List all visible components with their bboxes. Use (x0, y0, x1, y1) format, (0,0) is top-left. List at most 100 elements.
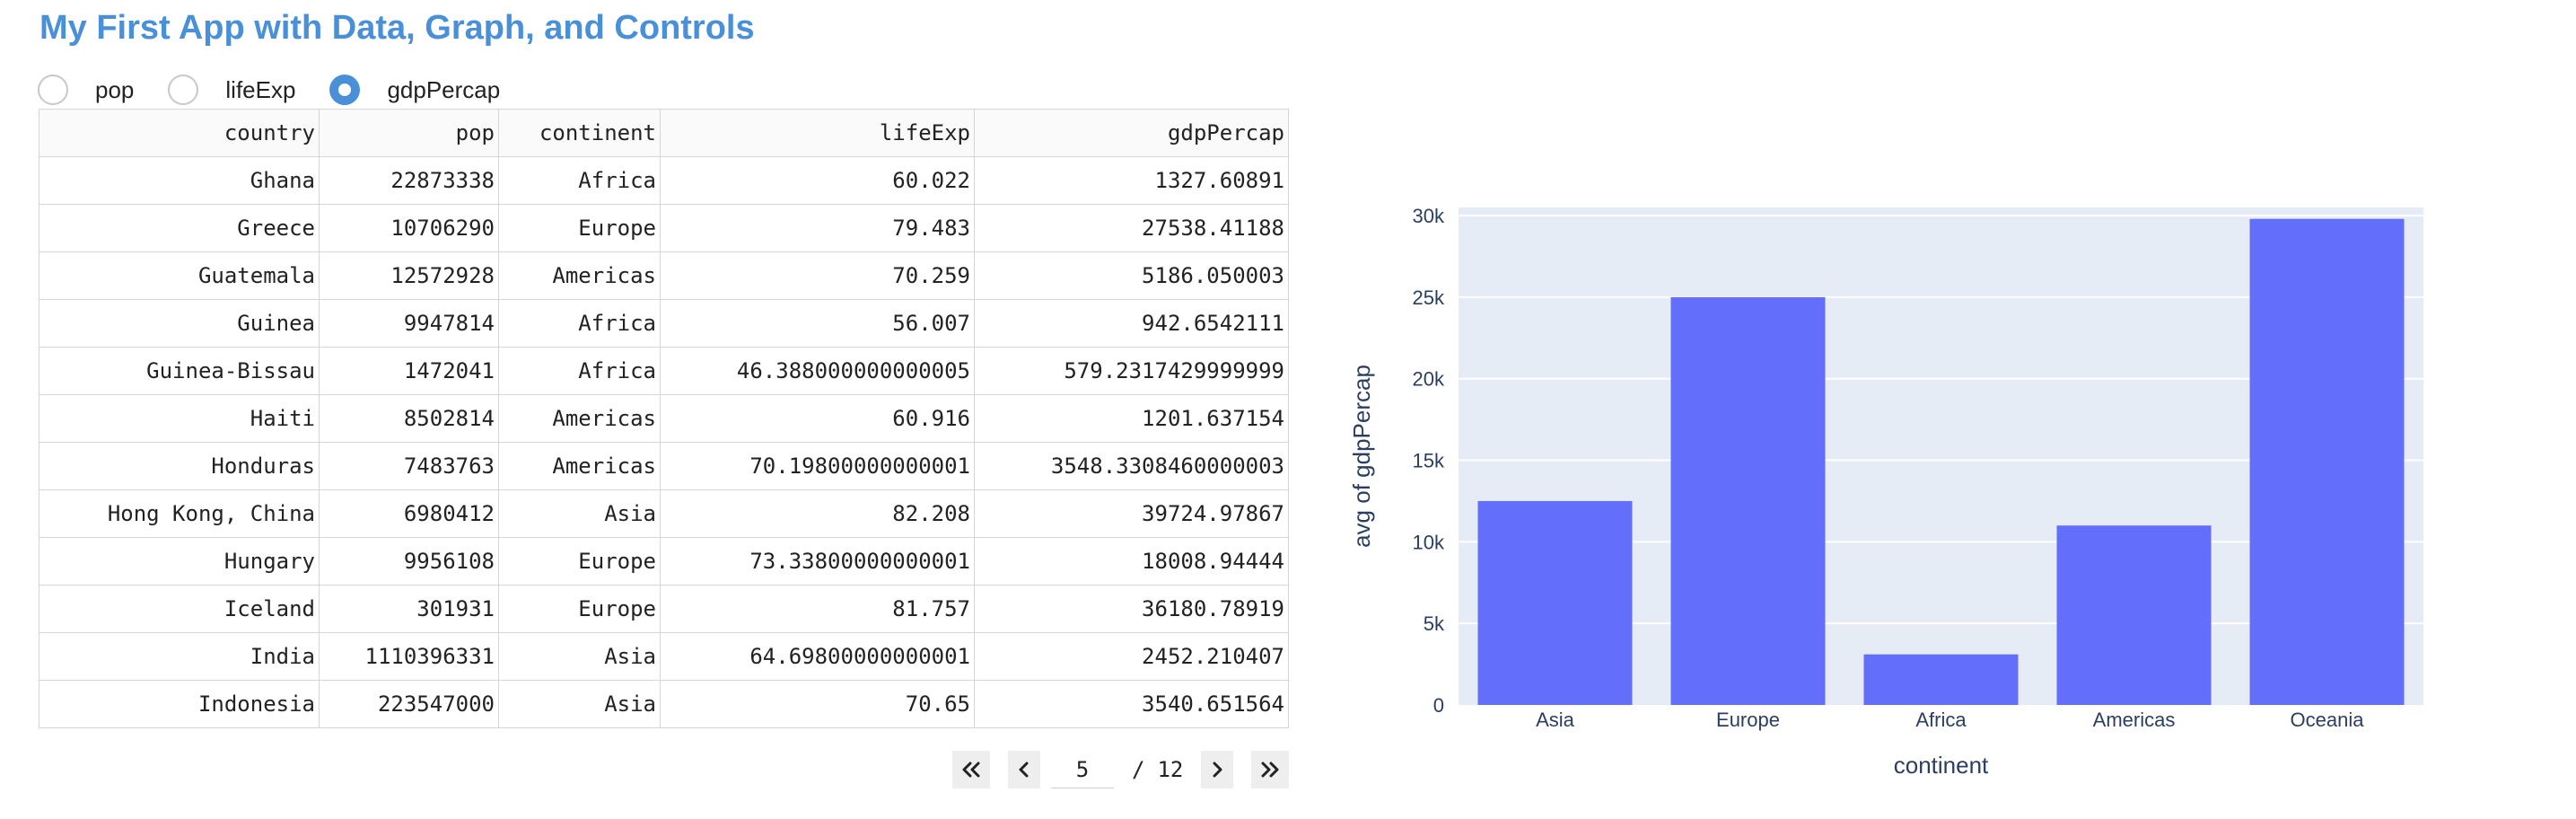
table-cell-pop[interactable]: 223547000 (319, 680, 499, 728)
table-cell-pop[interactable]: 9956108 (319, 537, 499, 586)
table-cell-pop[interactable]: 8502814 (319, 394, 499, 443)
y-tick-label: 5k (1424, 612, 1445, 635)
table-cell-continent[interactable]: Asia (498, 680, 661, 728)
column-header-country[interactable]: country (39, 109, 320, 157)
radio-option-gdppercap[interactable]: gdpPercap (329, 75, 500, 105)
table-cell-pop[interactable]: 12572928 (319, 251, 499, 300)
table-row[interactable]: Guatemala 12572928 Americas 70.259 5186.0500… (39, 251, 1289, 300)
table-cell-gdppercap[interactable]: 18008.94444 (974, 537, 1289, 586)
table-cell-pop[interactable]: 301931 (319, 585, 499, 633)
table-cell-continent[interactable]: Europe (498, 537, 661, 586)
x-tick-label: Asia (1536, 709, 1575, 731)
table-cell-lifeexp[interactable]: 79.483 (660, 204, 975, 252)
table-row[interactable]: India 1110396331 Asia 64.69800000000001 2452… (39, 632, 1289, 681)
table-cell-lifeexp[interactable]: 70.19800000000001 (660, 442, 975, 490)
table-cell-gdppercap[interactable]: 3548.3308460000003 (974, 442, 1289, 490)
table-row[interactable]: Greece 10706290 Europe 79.483 27538.41188 (39, 204, 1289, 252)
y-tick-label: 25k (1413, 286, 1445, 309)
table-cell-pop[interactable]: 22873338 (319, 156, 499, 205)
table-row[interactable]: Guinea 9947814 Africa 56.007 942.6542111 (39, 299, 1289, 348)
table-cell-gdppercap[interactable]: 579.2317429999999 (974, 347, 1289, 395)
table-cell-pop[interactable]: 1110396331 (319, 632, 499, 681)
first-page-button[interactable] (952, 751, 990, 788)
radio-option-pop[interactable]: pop (38, 75, 134, 105)
table-cell-lifeexp[interactable]: 82.208 (660, 489, 975, 538)
table-cell-lifeexp[interactable]: 60.022 (660, 156, 975, 205)
table-cell-pop[interactable]: 9947814 (319, 299, 499, 348)
bar-africa[interactable] (1863, 654, 2019, 705)
table-cell-lifeexp[interactable]: 81.757 (660, 585, 975, 633)
table-row[interactable]: Hong Kong, China 6980412 Asia 82.208 39724.9… (39, 489, 1289, 538)
next-page-button[interactable] (1201, 751, 1234, 788)
table-cell-lifeexp[interactable]: 70.259 (660, 251, 975, 300)
table-cell-gdppercap[interactable]: 1327.60891 (974, 156, 1289, 205)
column-header-continent[interactable]: continent (498, 109, 661, 157)
table-cell-country[interactable]: Hong Kong, China (39, 489, 320, 538)
table-cell-lifeexp[interactable]: 73.33800000000001 (660, 537, 975, 586)
table-cell-continent[interactable]: Americas (498, 251, 661, 300)
column-header-gdppercap[interactable]: gdpPercap (974, 109, 1289, 157)
column-header-lifeexp[interactable]: lifeExp (660, 109, 975, 157)
table-cell-continent[interactable]: Africa (498, 299, 661, 348)
chevron-left-icon (1019, 762, 1029, 778)
table-cell-country[interactable]: Haiti (39, 394, 320, 443)
table-cell-country[interactable]: Ghana (39, 156, 320, 205)
table-cell-continent[interactable]: Africa (498, 156, 661, 205)
table-cell-country[interactable]: Indonesia (39, 680, 320, 728)
table-cell-country[interactable]: Iceland (39, 585, 320, 633)
bar-americas[interactable] (2056, 525, 2212, 705)
bar-europe[interactable] (1670, 296, 1826, 705)
radio-button[interactable] (38, 75, 68, 105)
table-cell-gdppercap[interactable]: 1201.637154 (974, 394, 1289, 443)
table-cell-country[interactable]: Guinea-Bissau (39, 347, 320, 395)
table-cell-country[interactable]: Guatemala (39, 251, 320, 300)
table-cell-lifeexp[interactable]: 60.916 (660, 394, 975, 443)
table-cell-pop[interactable]: 7483763 (319, 442, 499, 490)
table-cell-gdppercap[interactable]: 2452.210407 (974, 632, 1289, 681)
table-row[interactable]: Honduras 7483763 Americas 70.19800000000001… (39, 442, 1289, 490)
table-cell-continent[interactable]: Americas (498, 394, 661, 443)
column-header-pop[interactable]: pop (319, 109, 499, 157)
table-cell-continent[interactable]: Americas (498, 442, 661, 490)
table-cell-country[interactable]: India (39, 632, 320, 681)
table-cell-country[interactable]: Honduras (39, 442, 320, 490)
table-cell-continent[interactable]: Asia (498, 489, 661, 538)
table-cell-pop[interactable]: 6980412 (319, 489, 499, 538)
table-row[interactable]: Guinea-Bissau 1472041 Africa 46.38800000000… (39, 347, 1289, 395)
table-cell-continent[interactable]: Europe (498, 585, 661, 633)
table-cell-country[interactable]: Hungary (39, 537, 320, 586)
radio-button-selected[interactable] (329, 75, 361, 105)
table-cell-continent[interactable]: Africa (498, 347, 661, 395)
table-cell-pop[interactable]: 1472041 (319, 347, 499, 395)
table-cell-lifeexp[interactable]: 70.65 (660, 680, 975, 728)
table-cell-lifeexp[interactable]: 46.388000000000005 (660, 347, 975, 395)
table-cell-gdppercap[interactable]: 942.6542111 (974, 299, 1289, 348)
table-row[interactable]: Ghana 22873338 Africa 60.022 1327.60891 (39, 156, 1289, 205)
radio-option-lifeexp[interactable]: lifeExp (168, 75, 295, 105)
table-cell-lifeexp[interactable]: 56.007 (660, 299, 975, 348)
current-page-input[interactable] (1051, 751, 1114, 788)
table-body: Ghana 22873338 Africa 60.022 1327.60891 Greec… (39, 156, 1289, 728)
table-cell-gdppercap[interactable]: 5186.050003 (974, 251, 1289, 300)
table-cell-lifeexp[interactable]: 64.69800000000001 (660, 632, 975, 681)
bar-oceania[interactable] (2249, 218, 2405, 706)
previous-page-button[interactable] (1008, 751, 1040, 788)
table-row[interactable]: Iceland 301931 Europe 81.757 36180.78919 (39, 585, 1289, 633)
table-cell-continent[interactable]: Europe (498, 204, 661, 252)
bar-chart[interactable]: 0 5k 10k 15k 20k 25k 30k Asia Europe Africa Ameri… (1328, 162, 2459, 790)
table-cell-pop[interactable]: 10706290 (319, 204, 499, 252)
radio-button[interactable] (168, 75, 199, 105)
table-row[interactable]: Hungary 9956108 Europe 73.33800000000001 180… (39, 537, 1289, 586)
table-cell-country[interactable]: Greece (39, 204, 320, 252)
last-page-button[interactable] (1251, 751, 1290, 788)
table-row[interactable]: Indonesia 223547000 Asia 70.65 3540.651564 (39, 680, 1289, 728)
y-tick-label: 10k (1413, 531, 1445, 553)
table-cell-gdppercap[interactable]: 3540.651564 (974, 680, 1289, 728)
table-cell-gdppercap[interactable]: 39724.97867 (974, 489, 1289, 538)
table-cell-country[interactable]: Guinea (39, 299, 320, 348)
table-cell-gdppercap[interactable]: 27538.41188 (974, 204, 1289, 252)
table-row[interactable]: Haiti 8502814 Americas 60.916 1201.637154 (39, 394, 1289, 443)
table-cell-gdppercap[interactable]: 36180.78919 (974, 585, 1289, 633)
bar-asia[interactable] (1477, 500, 1633, 705)
table-cell-continent[interactable]: Asia (498, 632, 661, 681)
